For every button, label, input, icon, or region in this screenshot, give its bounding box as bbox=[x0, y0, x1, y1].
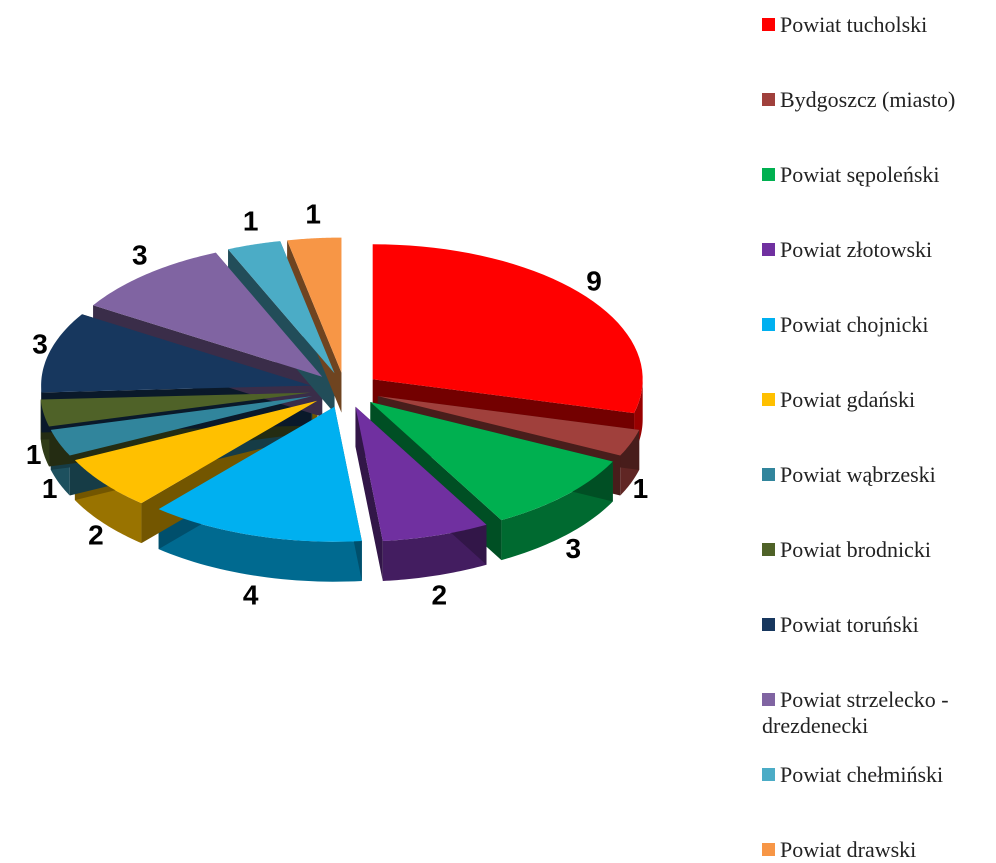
legend-item: Powiat złotowski bbox=[762, 237, 996, 263]
legend-swatch bbox=[762, 543, 775, 556]
legend-label: Powiat wąbrzeski bbox=[780, 462, 936, 487]
legend-swatch bbox=[762, 843, 775, 856]
legend-label: Powiat chełmiński bbox=[780, 762, 943, 787]
legend-label: Powiat drawski bbox=[780, 837, 916, 862]
legend-swatch bbox=[762, 93, 775, 106]
legend-label: Bydgoszcz (miasto) bbox=[780, 87, 955, 112]
legend-item: Bydgoszcz (miasto) bbox=[762, 87, 996, 113]
legend-swatch bbox=[762, 318, 775, 331]
legend-item: Powiat tucholski bbox=[762, 12, 996, 38]
legend-item: Powiat gdański bbox=[762, 387, 996, 413]
legend-item: Powiat chojnicki bbox=[762, 312, 996, 338]
legend-swatch bbox=[762, 243, 775, 256]
data-label: 2 bbox=[88, 520, 104, 551]
legend-label: Powiat toruński bbox=[780, 612, 919, 637]
legend-item: Powiat strzelecko - drezdenecki bbox=[762, 687, 996, 739]
legend-item: Powiat sępoleński bbox=[762, 162, 996, 188]
legend-label: Powiat gdański bbox=[780, 387, 915, 412]
legend-swatch bbox=[762, 468, 775, 481]
data-label: 3 bbox=[32, 329, 48, 360]
legend-swatch bbox=[762, 18, 775, 31]
legend-swatch bbox=[762, 693, 775, 706]
data-label: 1 bbox=[42, 473, 58, 504]
legend-swatch bbox=[762, 618, 775, 631]
legend-item: Powiat wąbrzeski bbox=[762, 462, 996, 488]
data-label: 2 bbox=[432, 579, 448, 610]
tops bbox=[41, 238, 643, 542]
legend-label: Powiat sępoleński bbox=[780, 162, 940, 187]
legend-item: Powiat brodnicki bbox=[762, 537, 996, 563]
legend-label: Powiat chojnicki bbox=[780, 312, 928, 337]
legend-label: Powiat brodnicki bbox=[780, 537, 931, 562]
legend-item: Powiat toruński bbox=[762, 612, 996, 638]
legend-swatch bbox=[762, 768, 775, 781]
data-label: 9 bbox=[586, 265, 602, 296]
data-label: 3 bbox=[132, 240, 148, 271]
data-label: 1 bbox=[633, 473, 649, 504]
legend-label: Powiat tucholski bbox=[780, 12, 927, 37]
data-label: 4 bbox=[243, 579, 259, 610]
data-label: 1 bbox=[243, 205, 259, 236]
legend-swatch bbox=[762, 168, 775, 181]
legend-label: Powiat strzelecko - drezdenecki bbox=[762, 687, 949, 738]
legend-item: Powiat drawski bbox=[762, 837, 996, 863]
legend-swatch bbox=[762, 393, 775, 406]
legend-label: Powiat złotowski bbox=[780, 237, 932, 262]
data-label: 1 bbox=[26, 439, 42, 470]
data-label: 1 bbox=[305, 198, 321, 229]
data-label: 3 bbox=[566, 533, 582, 564]
legend-item: Powiat chełmiński bbox=[762, 762, 996, 788]
